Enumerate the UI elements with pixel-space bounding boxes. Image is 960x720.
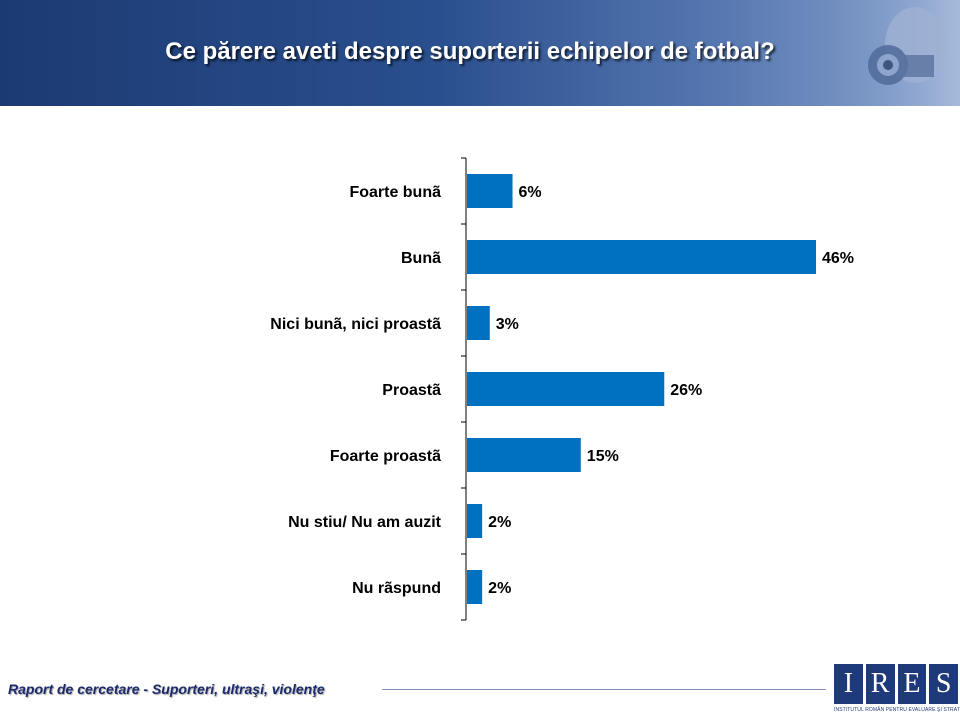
megaphone-fan-icon — [820, 0, 960, 106]
logo-letter: S — [929, 664, 958, 704]
logo-letter: I — [834, 664, 863, 704]
page-title: Ce părere aveti despre suporterii echipe… — [165, 38, 775, 65]
category-label: Nici bunã, nici proastã — [270, 316, 441, 333]
bar — [467, 240, 816, 274]
bar — [467, 504, 483, 538]
footer-report-title: Raport de cercetare - Suporteri, ultraşi… — [8, 681, 325, 697]
logo-subtitle: INSTITUTUL ROMÂN PENTRU EVALUARE ŞI STRA… — [834, 707, 960, 713]
bar — [467, 306, 490, 340]
bar — [467, 438, 581, 472]
data-label: 15% — [587, 448, 619, 465]
data-label: 2% — [488, 580, 511, 597]
footer-divider — [382, 689, 826, 690]
logo-letter: R — [865, 664, 895, 704]
bar — [467, 570, 483, 604]
category-label: Nu stiu/ Nu am auzit — [288, 514, 442, 531]
header-banner: Ce părere aveti despre suporterii echipe… — [0, 0, 960, 106]
bar-chart: Foarte bunã 6% Bunã 46% Nici bunã, nici proa… — [270, 157, 854, 621]
category-label: Foarte bunã — [349, 184, 441, 201]
category-label: Bunã — [401, 250, 441, 267]
category-label: Proastã — [382, 382, 441, 399]
category-label: Foarte proastã — [330, 448, 441, 465]
bar — [467, 174, 513, 208]
data-label: 26% — [670, 382, 702, 399]
logo-letter: E — [897, 664, 927, 704]
data-label: 2% — [488, 514, 511, 531]
bar — [467, 372, 665, 406]
category-label: Nu rãspund — [352, 580, 441, 597]
data-label: 46% — [822, 250, 854, 267]
data-label: 6% — [519, 184, 542, 201]
data-label: 3% — [496, 316, 519, 333]
